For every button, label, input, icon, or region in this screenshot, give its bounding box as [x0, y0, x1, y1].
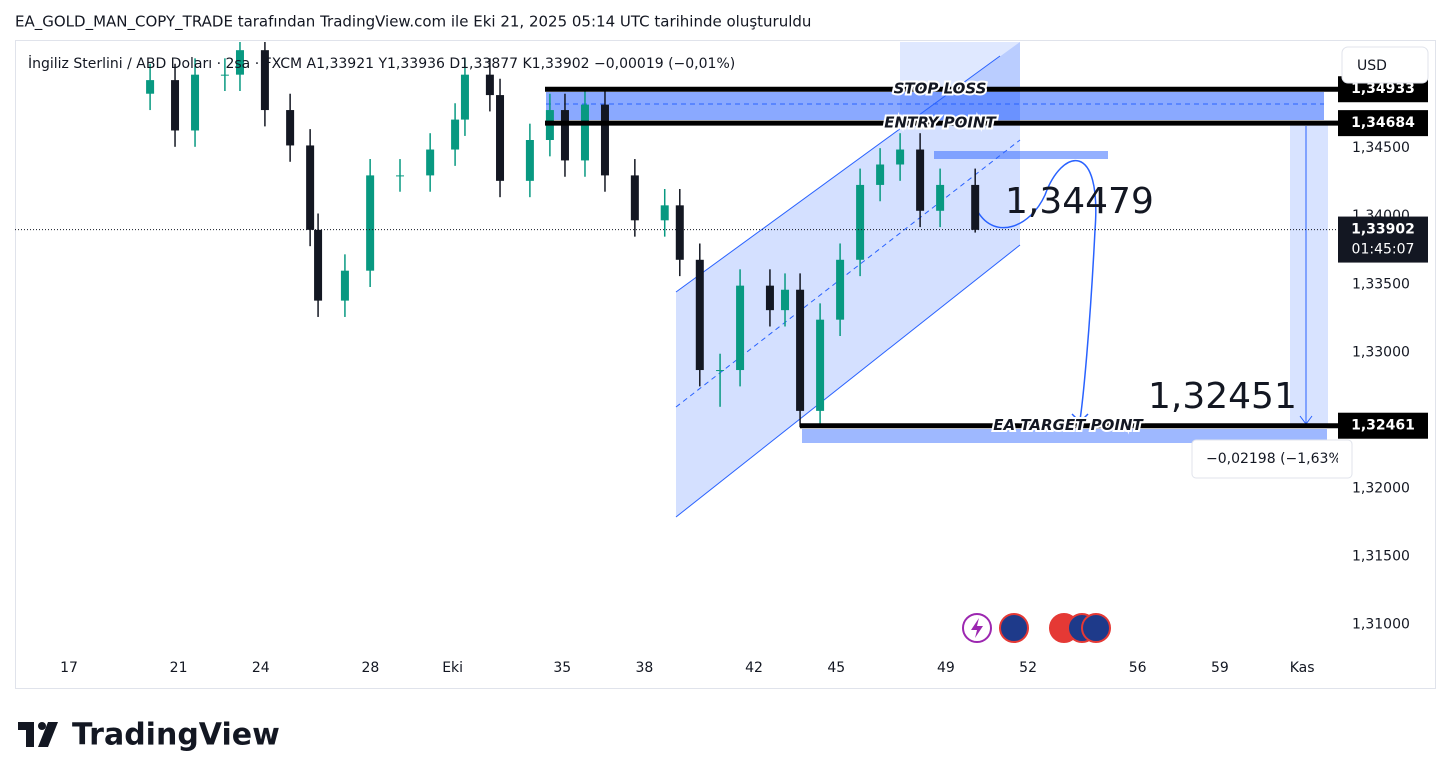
channel-lower [675, 244, 1021, 518]
candle-body [836, 259, 845, 320]
x-tick-label: 17 [60, 660, 78, 676]
level-price: 1,32461 [1351, 418, 1415, 434]
candle-body [191, 74, 200, 131]
candle-body [340, 270, 349, 301]
candle-body [366, 175, 375, 271]
candle-body [314, 229, 323, 301]
level-price: 1,34933 [1351, 81, 1415, 97]
level-tag [1338, 110, 1428, 137]
candle-body [426, 149, 435, 176]
x-tick-label: 59 [1211, 660, 1229, 676]
current-price-tag [1338, 216, 1428, 263]
currency[interactable]: USD [1357, 58, 1387, 74]
candle-body [451, 119, 460, 150]
box [934, 151, 1108, 159]
header-title: EA_GOLD_MAN_COPY_TRADE tarafından Tradin… [15, 13, 811, 32]
candle-body [971, 184, 980, 230]
y-tick-label: 1,31500 [1352, 549, 1410, 565]
level-name: STOP LOSS [894, 80, 987, 98]
stop-zone [546, 92, 1324, 120]
candle-body [816, 319, 825, 411]
level-name: EA TARGET POINT [993, 416, 1144, 434]
candle-body [525, 140, 534, 181]
x-tick-label: 28 [361, 660, 379, 676]
channel-upper [675, 55, 1001, 293]
x-tick-label: Kas [1290, 660, 1315, 676]
candle-body [675, 205, 684, 260]
channel-top [900, 42, 1020, 122]
candle-body [600, 104, 609, 176]
y-tick-label: 1,34500 [1352, 140, 1410, 156]
currency-button[interactable] [1341, 46, 1429, 84]
measure-box [1191, 439, 1353, 479]
measure-label: −0,02198 (−1,63%) [1206, 451, 1347, 467]
candle-body [936, 184, 945, 211]
candle-body [496, 95, 505, 181]
level-tag [1338, 412, 1428, 439]
candle-body [716, 370, 725, 372]
candle-body [781, 289, 790, 311]
candle-body [796, 289, 805, 411]
brand: TradingView [72, 718, 280, 753]
candle-body [235, 50, 244, 75]
countdown: 01:45:07 [1352, 242, 1415, 258]
candle-body [460, 74, 469, 120]
candle-body [171, 80, 180, 131]
annotation: 1,32451 [1148, 376, 1297, 417]
candle-body [856, 184, 865, 260]
channel [676, 42, 1020, 517]
target-zone [802, 429, 1327, 443]
candle-body [695, 259, 704, 371]
candle-body [660, 205, 669, 221]
candle-body [736, 285, 745, 371]
x-tick-label: 45 [827, 660, 845, 676]
event-icons [962, 613, 1111, 643]
x-tick-label: Eki [442, 660, 463, 676]
y-tick-label: 1,33500 [1352, 276, 1410, 292]
candle-body [146, 80, 155, 94]
y-tick-label: 1,32000 [1352, 480, 1410, 496]
y-tick-label: 1,34000 [1352, 208, 1410, 224]
candle-body [580, 104, 589, 161]
x-tick-label: 38 [636, 660, 654, 676]
candle-body [396, 175, 405, 177]
candle-body [876, 164, 885, 185]
annotation: 1,34479 [1005, 181, 1154, 222]
candle-body [916, 149, 925, 211]
candle-body [560, 110, 569, 161]
x-tick-label: 56 [1129, 660, 1147, 676]
current-price: 1,33902 [1351, 222, 1415, 238]
x-tick-label: 42 [745, 660, 763, 676]
x-tick-label: 52 [1019, 660, 1037, 676]
curve-arrow [977, 159, 1097, 421]
arrow-head [1071, 413, 1089, 424]
candles [146, 42, 980, 428]
candle-body [630, 175, 639, 221]
candle-body [306, 145, 315, 230]
channel-mid [675, 139, 1021, 408]
candle-body [765, 285, 774, 311]
candle-body [485, 74, 494, 96]
level-price: 1,34684 [1351, 115, 1415, 131]
y-tick-label: 1,31000 [1352, 617, 1410, 633]
measure-zone [1290, 124, 1328, 428]
y-tick-label: 1,33000 [1352, 344, 1410, 360]
chart-frame [15, 40, 1436, 689]
drawings [546, 42, 1328, 518]
x-tick-label: 35 [553, 660, 571, 676]
x-tick-label: 24 [252, 660, 270, 676]
candle-body [260, 50, 269, 111]
candle-body [286, 110, 295, 146]
x-tick-label: 21 [170, 660, 188, 676]
symbol-info[interactable]: İngiliz Sterlini / ABD Doları · 2sa · FX… [28, 54, 735, 72]
x-tick-label: 49 [937, 660, 955, 676]
candle-body [220, 74, 229, 76]
candle-body [896, 149, 905, 165]
level-name: ENTRY POINT [884, 114, 997, 132]
brand-logo [18, 722, 58, 747]
